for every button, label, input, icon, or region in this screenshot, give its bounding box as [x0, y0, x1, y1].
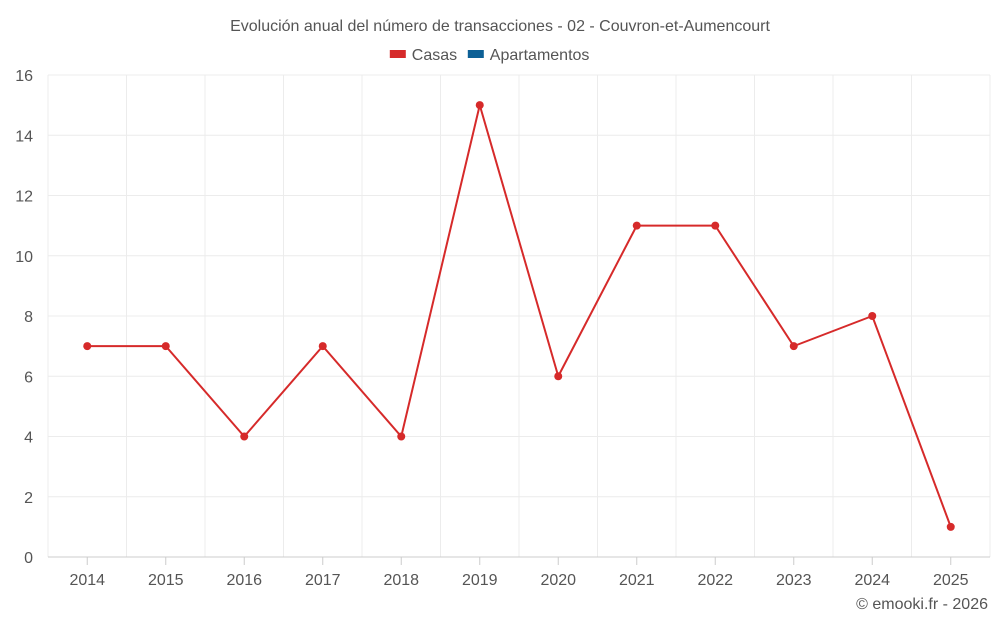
y-tick-label: 8: [24, 309, 33, 326]
x-tick-label: 2014: [69, 572, 105, 589]
y-tick-label: 6: [24, 369, 33, 386]
data-point-2014: [83, 342, 92, 351]
y-tick-label: 12: [15, 189, 33, 206]
credit-text: © emooki.fr - 2026: [856, 596, 988, 613]
data-point-2016: [240, 432, 249, 441]
x-tick-label: 2025: [933, 572, 969, 589]
x-tick-label: 2020: [540, 572, 576, 589]
data-points: [83, 101, 955, 531]
x-tick-label: 2023: [776, 572, 812, 589]
y-tick-label: 0: [24, 550, 33, 567]
legend-label-casas: Casas: [412, 47, 457, 64]
chart-title: Evolución anual del número de transaccio…: [230, 18, 770, 35]
y-tick-label: 10: [15, 249, 33, 266]
legend-label-apartamentos: Apartamentos: [490, 47, 590, 64]
data-point-2022: [711, 221, 720, 230]
data-point-2023: [789, 342, 798, 351]
y-tick-label: 16: [15, 68, 33, 85]
data-point-2018: [397, 432, 406, 441]
legend-swatch-casas: [389, 50, 406, 58]
y-tick-label: 2: [24, 490, 33, 507]
y-tick-label: 4: [24, 430, 33, 447]
x-tick-label: 2017: [305, 572, 341, 589]
x-tick-label: 2019: [462, 572, 498, 589]
data-point-2019: [475, 101, 484, 110]
x-axis: 2014 2015 2016 2017 2018 2019 2020 2021 2022 2023…: [69, 557, 969, 589]
x-tick-label: 2016: [226, 572, 262, 589]
grid: [47, 74, 991, 558]
legend: Casas Apartamentos: [389, 47, 590, 64]
x-tick-label: 2018: [383, 572, 419, 589]
data-point-2021: [632, 221, 641, 230]
legend-swatch-apartamentos: [467, 50, 484, 58]
data-point-2015: [161, 342, 170, 351]
data-point-2024: [868, 312, 877, 320]
y-tick-label: 14: [15, 128, 33, 145]
data-point-2025: [946, 522, 955, 531]
data-point-2020: [554, 372, 563, 381]
x-tick-label: 2021: [619, 572, 655, 589]
x-tick-label: 2015: [148, 572, 184, 589]
y-axis: 0 2 4 6 8 10 12 14 16: [15, 68, 33, 567]
series-lines: [87, 104, 952, 528]
x-tick-label: 2022: [697, 572, 733, 589]
data-point-2017: [318, 342, 327, 351]
x-tick-label: 2024: [854, 572, 890, 589]
series-line-casas: [87, 104, 952, 528]
